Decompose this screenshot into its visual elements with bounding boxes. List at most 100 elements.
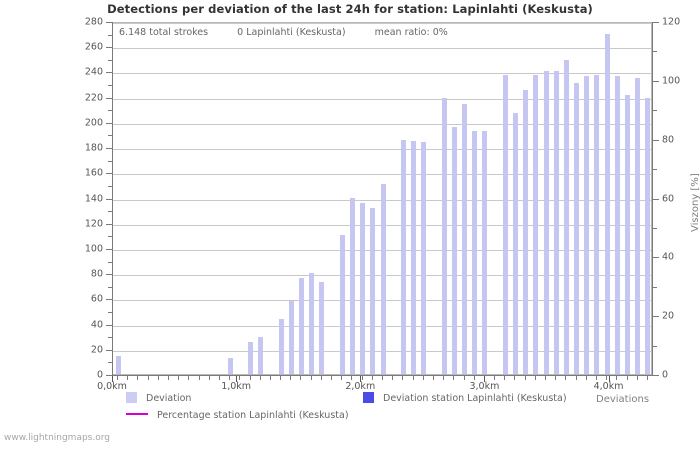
y-axis-right-tick-label: 120 bbox=[662, 16, 681, 28]
x-axis-tick bbox=[586, 376, 587, 380]
bar[interactable] bbox=[360, 202, 366, 374]
x-axis-tick-label: 4,0km bbox=[593, 381, 624, 392]
x-axis-tick bbox=[239, 376, 240, 380]
y-axis-left-tick bbox=[106, 248, 113, 250]
x-axis-tick bbox=[158, 376, 159, 380]
x-axis-tick bbox=[616, 376, 617, 380]
y-axis-right-tick bbox=[652, 316, 659, 318]
bar[interactable] bbox=[370, 207, 376, 374]
y-axis-right-tick-label: 100 bbox=[662, 75, 681, 87]
y-axis-right-minor-tick bbox=[652, 169, 657, 171]
x-axis-tick bbox=[494, 376, 495, 380]
bar[interactable] bbox=[594, 75, 600, 374]
legend-item-deviation-station[interactable]: Deviation station Lapinlahti (Keskusta) bbox=[363, 392, 567, 404]
y-axis-left-minor-tick bbox=[108, 160, 113, 162]
x-axis-tick bbox=[514, 376, 515, 380]
y-axis-right-tick bbox=[652, 22, 659, 23]
y-axis-left-minor-tick bbox=[108, 337, 113, 339]
bar[interactable] bbox=[553, 71, 559, 374]
bar[interactable] bbox=[635, 77, 641, 374]
x-axis-tick bbox=[351, 376, 352, 380]
y-axis-left-tick bbox=[106, 97, 113, 99]
legend-swatch-deviation bbox=[126, 392, 137, 403]
y-axis-left-tick-label: 20 bbox=[90, 344, 103, 356]
y-axis-left-minor-tick bbox=[108, 135, 113, 137]
bar[interactable] bbox=[441, 97, 447, 374]
bar[interactable] bbox=[258, 337, 264, 374]
y-axis-left-tick-label: 200 bbox=[84, 117, 103, 129]
bar[interactable] bbox=[502, 75, 508, 374]
x-axis-tick bbox=[209, 376, 210, 380]
y-axis-left-tick bbox=[106, 324, 113, 326]
bar[interactable] bbox=[411, 140, 417, 374]
gridline bbox=[113, 48, 651, 50]
bar[interactable] bbox=[462, 104, 467, 374]
x-axis-tick bbox=[341, 376, 342, 380]
y-axis-left-tick bbox=[106, 299, 113, 301]
bar[interactable] bbox=[349, 197, 355, 374]
y-axis-left-minor-tick bbox=[108, 362, 113, 364]
bar[interactable] bbox=[115, 356, 121, 374]
x-axis-tick bbox=[178, 376, 179, 380]
y-axis-left-tick bbox=[106, 198, 113, 200]
bar[interactable] bbox=[309, 273, 315, 374]
bar[interactable] bbox=[248, 342, 254, 374]
bar[interactable] bbox=[533, 75, 539, 374]
x-axis-tick bbox=[545, 376, 546, 380]
bar[interactable] bbox=[512, 113, 518, 374]
bar[interactable] bbox=[298, 278, 304, 374]
y-axis-left-tick bbox=[106, 22, 113, 23]
bar[interactable] bbox=[288, 300, 294, 374]
x-axis-tick bbox=[168, 376, 169, 380]
y-axis-left-minor-tick bbox=[108, 236, 113, 238]
y-axis-left-tick-label: 40 bbox=[90, 319, 103, 331]
y-axis-left-tick-label: 180 bbox=[84, 142, 103, 154]
y-axis-right-minor-tick bbox=[652, 227, 657, 229]
y-axis-right-tick-label: 60 bbox=[662, 193, 675, 204]
bar[interactable] bbox=[400, 139, 406, 374]
bar[interactable] bbox=[482, 130, 488, 374]
bar[interactable] bbox=[472, 130, 478, 374]
bar[interactable] bbox=[584, 76, 590, 374]
y-axis-right-tick bbox=[652, 375, 659, 376]
y-axis-left-tick-label: 280 bbox=[84, 16, 103, 28]
bar[interactable] bbox=[625, 95, 631, 374]
bar[interactable] bbox=[645, 97, 651, 374]
bar[interactable] bbox=[574, 82, 580, 374]
x-axis-tick bbox=[382, 376, 383, 380]
bar[interactable] bbox=[339, 235, 345, 374]
y-axis-left-tick bbox=[106, 122, 113, 124]
bar[interactable] bbox=[543, 71, 549, 374]
x-axis-major-tick bbox=[609, 376, 610, 382]
x-axis-tick bbox=[392, 376, 393, 380]
y-axis-left-tick bbox=[106, 274, 113, 276]
legend-swatch-percentage-station bbox=[126, 413, 148, 415]
x-axis-tick bbox=[443, 376, 444, 380]
bar[interactable] bbox=[380, 183, 386, 374]
y-axis-left-tick bbox=[106, 375, 113, 376]
gridline bbox=[113, 73, 651, 75]
bar[interactable] bbox=[451, 126, 457, 374]
x-axis-tick bbox=[423, 376, 424, 380]
y-axis-left-tick-label: 220 bbox=[84, 92, 103, 104]
y-axis-left-tick bbox=[106, 72, 113, 74]
plot-area: 6.148 total strokes 0 Lapinlahti (Keskus… bbox=[112, 22, 652, 375]
gridline bbox=[113, 23, 651, 24]
bar[interactable] bbox=[278, 318, 284, 374]
bar[interactable] bbox=[523, 90, 529, 374]
bar[interactable] bbox=[227, 357, 233, 374]
gridline bbox=[113, 149, 651, 151]
total-strokes-label: 6.148 total strokes bbox=[119, 27, 209, 38]
legend-item-percentage-station[interactable]: Percentage station Lapinlahti (Keskusta) bbox=[126, 410, 349, 421]
bar[interactable] bbox=[563, 60, 569, 374]
y-axis-left-tick-label: 120 bbox=[84, 218, 103, 230]
bar[interactable] bbox=[421, 142, 427, 374]
bar-series-deviation bbox=[113, 23, 651, 374]
bar[interactable] bbox=[319, 281, 325, 374]
x-axis-tick bbox=[535, 376, 536, 380]
x-axis-tick bbox=[627, 376, 628, 380]
bar[interactable] bbox=[614, 76, 620, 374]
x-axis-line bbox=[112, 375, 653, 376]
legend-item-deviation[interactable]: Deviation bbox=[126, 392, 191, 404]
bar[interactable] bbox=[604, 33, 610, 374]
